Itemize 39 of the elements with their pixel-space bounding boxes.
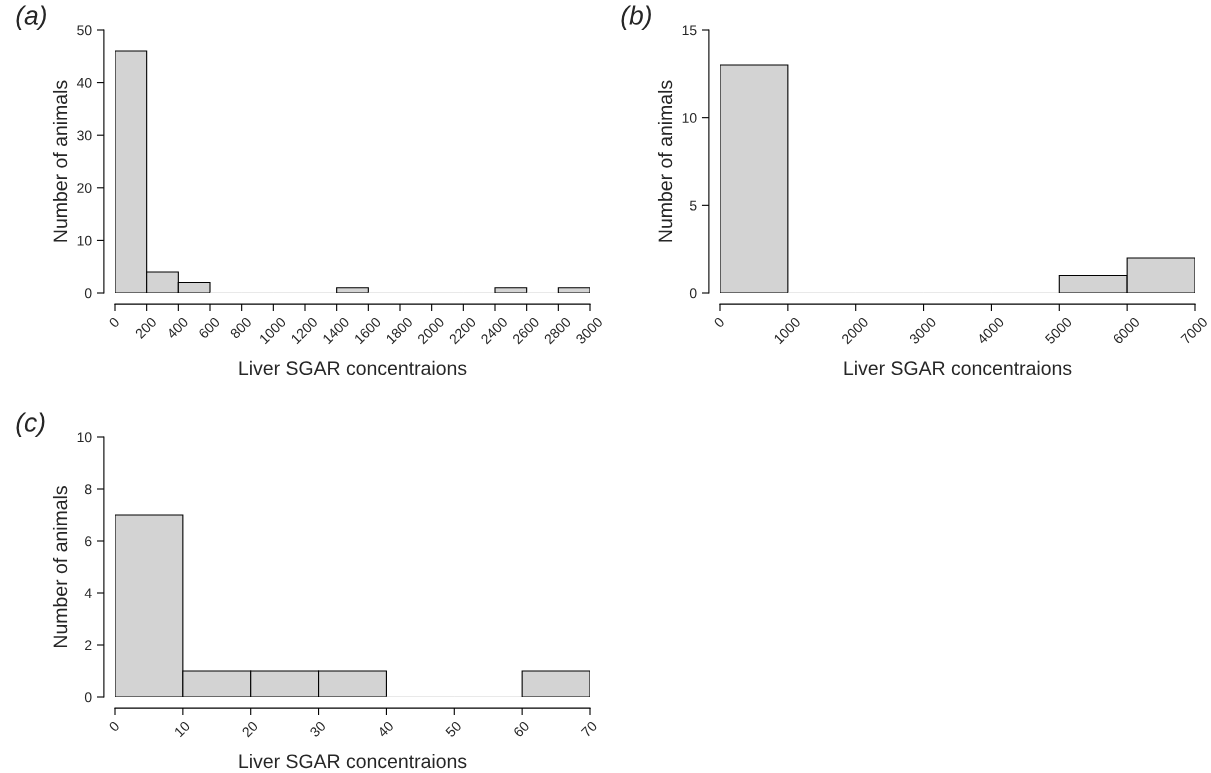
y-tick-label: 0	[689, 288, 697, 299]
x-tick-label: 20	[241, 720, 259, 738]
y-axis-title: Number of animals	[52, 486, 68, 647]
x-tick-label: 0	[713, 316, 725, 329]
y-tick-label: 15	[682, 25, 697, 36]
x-axis-title: Liver SGAR concentraions	[844, 360, 1072, 376]
x-tick-label: 0	[108, 316, 120, 329]
x-tick-label: 10	[173, 720, 191, 738]
y-tick-label: 40	[76, 77, 92, 88]
y-tick-label: 0	[84, 288, 92, 299]
y-tick-label: 10	[77, 432, 92, 443]
y-tick-label: 4	[84, 588, 92, 599]
chart-title: (a)	[16, 5, 46, 30]
y-tick-label: 20	[77, 183, 92, 193]
y-tick-label: 2	[85, 640, 92, 651]
y-tick-label: 6	[85, 536, 92, 547]
y-tick-label: 5	[689, 200, 697, 211]
y-tick-label: 10	[682, 113, 697, 123]
y-tick-label: 10	[77, 235, 92, 246]
x-axis-title: Liver SGAR concentraions	[239, 753, 467, 769]
x-tick-label: 50	[444, 720, 462, 738]
y-tick-label: 0	[84, 692, 92, 703]
x-tick-label: 0	[108, 720, 120, 733]
x-tick-label: 60	[512, 720, 530, 738]
x-tick-label: 400	[166, 316, 189, 340]
chart-title: (b)	[621, 5, 651, 30]
x-tick-label: 200	[134, 316, 158, 340]
x-tick-label: 600	[197, 316, 221, 340]
y-tick-label: 30	[77, 130, 92, 141]
x-axis-title: Liver SGAR concentraions	[239, 360, 467, 376]
y-tick-label: 8	[84, 484, 92, 495]
y-axis-title: Number of animals	[52, 80, 68, 242]
x-tick-label: 800	[229, 316, 253, 340]
y-axis-title: Number of animals	[657, 80, 673, 242]
x-tick-label: 40	[376, 720, 395, 738]
chart-title: (c)	[16, 412, 45, 437]
y-tick-label: 50	[77, 25, 92, 36]
x-tick-label: 70	[580, 720, 598, 738]
x-tick-label: 30	[309, 720, 327, 738]
